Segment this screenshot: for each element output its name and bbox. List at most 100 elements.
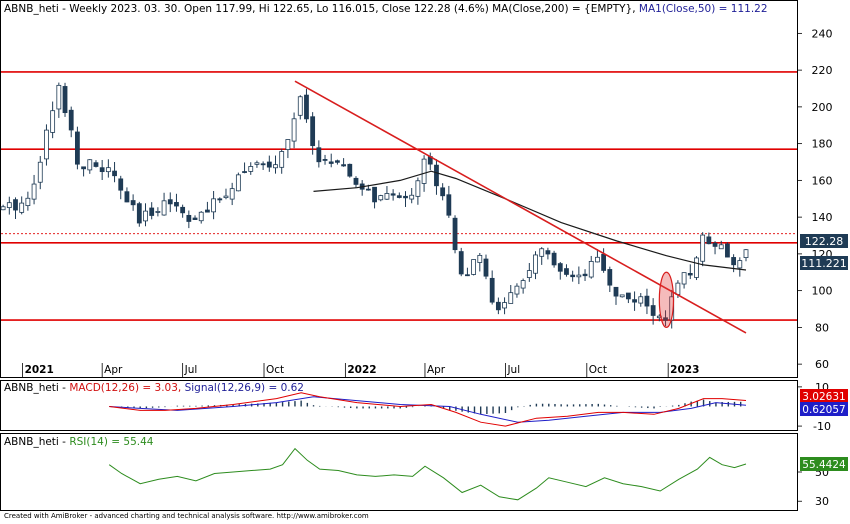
candle-body-up	[211, 198, 216, 213]
candle-body-down	[93, 162, 99, 167]
candle	[650, 298, 656, 325]
candle	[37, 156, 43, 190]
candle-body-down	[62, 86, 68, 114]
candle-body-down	[341, 164, 347, 167]
candle	[161, 192, 167, 216]
trendline-group	[294, 80, 747, 334]
rsi-line	[108, 447, 747, 501]
candle-body-down	[458, 251, 464, 275]
candle-body-down	[495, 301, 501, 311]
candle	[260, 161, 266, 170]
candle-body-up	[44, 129, 49, 160]
candle	[725, 242, 730, 258]
candle-body-up	[539, 248, 545, 257]
candle-body-down	[112, 170, 117, 177]
candle-body-down	[663, 317, 668, 321]
x-tick-label: 2021	[25, 364, 54, 376]
candle	[434, 159, 439, 195]
candle	[353, 176, 359, 189]
macd-line	[109, 392, 747, 427]
candle-body-up	[285, 139, 291, 150]
candle	[279, 148, 285, 174]
candle	[13, 197, 18, 220]
candle-body-down	[564, 268, 569, 275]
candle	[50, 101, 56, 139]
candle-body-down	[396, 195, 402, 198]
candle	[378, 194, 384, 202]
candle-body-down	[335, 160, 340, 163]
ma50-badge: 111.221	[800, 256, 848, 270]
candle	[19, 196, 25, 215]
ma50-badge-bg	[800, 256, 848, 270]
candle-body-up	[31, 183, 37, 200]
price-header-info: - Weekly 2023. 03. 30. Open 117.99, Hi 1…	[59, 3, 492, 15]
candle	[632, 291, 637, 311]
candle	[694, 256, 699, 281]
candle-body-up	[384, 193, 390, 200]
candle-body-down	[452, 217, 458, 251]
ma50-badge-value: 111.221	[801, 257, 847, 270]
y-tick-label: 220	[812, 64, 833, 77]
candle-body-down	[557, 263, 563, 272]
candle	[514, 283, 520, 298]
macd-header-macd: MACD(12,26) = 3.03,	[69, 382, 184, 394]
candle	[341, 158, 347, 167]
candle-body-up	[471, 259, 477, 275]
candle	[539, 247, 545, 265]
candle-body-down	[625, 292, 631, 300]
candle	[477, 252, 483, 272]
candle	[607, 266, 613, 293]
candle	[465, 267, 470, 277]
candle	[743, 249, 749, 262]
candle-body-up	[675, 282, 681, 295]
highlight-ellipse	[658, 271, 675, 328]
candle	[576, 266, 582, 285]
candle	[384, 186, 390, 200]
candle	[644, 288, 650, 315]
candle	[619, 294, 625, 298]
candle	[174, 193, 179, 212]
candle-body-down	[99, 167, 105, 173]
candle	[508, 284, 514, 304]
candle-body-down	[607, 269, 613, 286]
candle	[297, 95, 303, 120]
candle-body-down	[316, 147, 322, 163]
candle	[248, 162, 254, 175]
candle-body-up	[700, 234, 706, 262]
candle	[687, 264, 693, 280]
candle-body-up	[743, 249, 749, 258]
macd-panel-frame	[0, 380, 798, 431]
candle	[700, 232, 706, 267]
candle-body-down	[328, 161, 334, 164]
candle	[440, 183, 446, 201]
candle	[285, 139, 291, 159]
candle-body-up	[694, 257, 699, 278]
candle-body-up	[254, 162, 260, 165]
macd-header-symbol: ABNB_heti	[4, 382, 59, 394]
candle	[625, 292, 631, 304]
candle-body-down	[130, 200, 136, 206]
candle	[124, 187, 130, 203]
candle-body-down	[81, 166, 86, 170]
candle-body-up	[638, 296, 644, 304]
price-header-symbol: ABNB_heti	[4, 3, 59, 15]
macd-header-dash: -	[59, 382, 69, 394]
candle-body-up	[409, 194, 415, 200]
candle-body-up	[681, 272, 687, 285]
y-tick-label: 100	[812, 285, 833, 298]
candle	[663, 310, 668, 327]
candle-body-down	[390, 193, 396, 196]
candle	[489, 270, 495, 305]
candle-body-down	[13, 199, 18, 211]
candle-body-up	[143, 210, 148, 222]
candle-body-down	[118, 178, 124, 191]
y-tick-label: 80	[815, 321, 829, 334]
candle	[502, 297, 507, 315]
rsi-badge-bg	[800, 457, 848, 471]
candle	[347, 163, 353, 178]
candle	[310, 112, 316, 155]
candle-body-down	[650, 305, 656, 316]
candle	[458, 247, 464, 277]
candle	[266, 155, 272, 172]
